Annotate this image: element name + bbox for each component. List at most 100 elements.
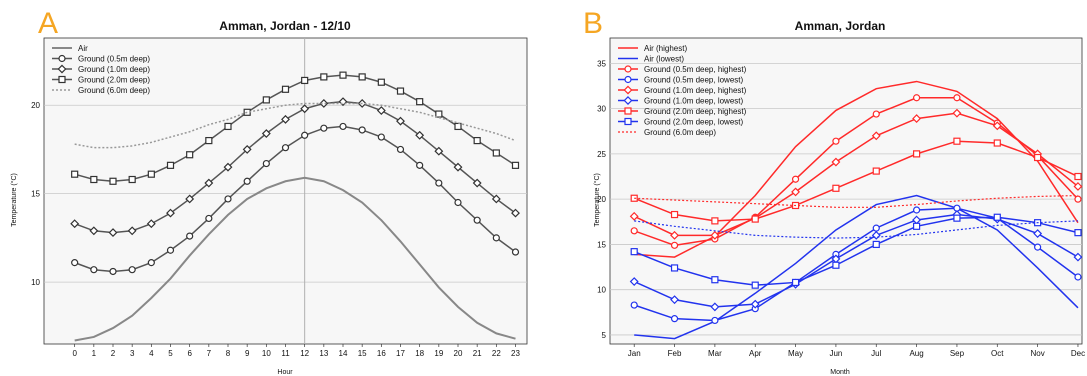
- legend-marker: [623, 85, 633, 95]
- data-point: [670, 315, 679, 323]
- y-tick-label: 30: [597, 105, 606, 114]
- x-tick-label: 12: [300, 349, 309, 358]
- data-point: [629, 211, 639, 221]
- legend-marker: [624, 65, 632, 73]
- data-point: [492, 149, 500, 157]
- data-point: [376, 106, 386, 115]
- series-line: [633, 213, 1079, 308]
- data-point: [511, 208, 520, 218]
- data-point: [339, 122, 347, 131]
- data-point: [416, 161, 424, 169]
- data-point: [670, 295, 679, 305]
- data-point: [281, 114, 290, 124]
- data-point: [205, 214, 213, 223]
- x-tick-label: Feb: [668, 349, 682, 358]
- y-tick-label: 10: [597, 286, 606, 295]
- x-tick-label: Apr: [749, 349, 762, 358]
- data-point: [992, 121, 1002, 131]
- y-tick-label: 10: [31, 278, 40, 287]
- data-point: [711, 316, 719, 325]
- data-point: [831, 157, 841, 167]
- data-point: [166, 208, 175, 218]
- legend-label: Ground (6.0m deep): [78, 86, 150, 95]
- data-point: [872, 240, 880, 249]
- data-point: [71, 170, 79, 178]
- data-point: [751, 215, 759, 223]
- legend-label: Ground (2.0m deep): [78, 76, 150, 85]
- data-point: [435, 110, 443, 118]
- legend-marker: [58, 54, 66, 63]
- series-line: [74, 176, 516, 342]
- data-point: [953, 214, 961, 222]
- data-point: [243, 177, 251, 185]
- data-point: [396, 145, 405, 154]
- panel-b-letter: B: [583, 7, 603, 40]
- x-tick-label: Dec: [1071, 349, 1085, 358]
- data-point: [186, 151, 194, 159]
- legend-marker: [57, 64, 67, 74]
- data-point: [128, 266, 136, 274]
- x-tick-label: Jun: [829, 349, 842, 358]
- series-line: [633, 140, 1079, 222]
- series-line: [633, 207, 1079, 322]
- series-line: [634, 194, 1079, 340]
- data-point: [670, 241, 679, 249]
- x-tick-label: 19: [434, 349, 443, 358]
- x-tick-label: 1: [92, 349, 97, 358]
- data-point: [953, 94, 961, 102]
- y-tick-label: 20: [597, 195, 606, 204]
- x-tick-label: 10: [262, 349, 271, 358]
- data-point: [358, 73, 366, 81]
- data-point: [109, 177, 117, 185]
- data-point: [262, 96, 270, 104]
- data-point: [300, 104, 310, 114]
- data-point: [751, 281, 759, 289]
- x-tick-label: 9: [245, 349, 250, 358]
- data-point: [166, 161, 175, 169]
- data-point: [166, 246, 175, 254]
- x-tick-label: 4: [149, 349, 154, 358]
- legend-label: Ground (2.0m deep, highest): [644, 107, 747, 116]
- series-line: [633, 112, 1079, 237]
- data-point: [416, 98, 424, 106]
- data-point: [396, 116, 405, 126]
- data-point: [224, 195, 232, 203]
- data-point: [492, 234, 500, 242]
- data-point: [670, 210, 679, 219]
- x-tick-label: 6: [187, 349, 192, 358]
- data-point: [871, 131, 881, 141]
- x-tick-label: 23: [511, 349, 520, 358]
- data-point: [108, 228, 118, 238]
- data-point: [320, 124, 328, 132]
- data-point: [993, 213, 1001, 221]
- data-point: [204, 178, 214, 188]
- data-point: [952, 108, 962, 118]
- data-point: [791, 187, 801, 197]
- chart-a-title: Amman, Jordan - 12/10: [219, 19, 351, 33]
- data-point: [128, 175, 136, 184]
- data-point: [147, 259, 155, 267]
- data-point: [491, 194, 501, 204]
- legend-label: Ground (1.0m deep): [78, 65, 150, 74]
- legend-label: Air (lowest): [644, 55, 684, 64]
- data-point: [90, 175, 98, 184]
- legend-label: Ground (0.5m deep, lowest): [644, 76, 743, 85]
- data-point: [281, 85, 290, 93]
- data-point: [670, 230, 679, 240]
- x-tick-label: 15: [358, 349, 367, 358]
- data-point: [127, 226, 137, 236]
- data-point: [912, 114, 922, 124]
- data-point: [670, 264, 679, 272]
- data-point: [453, 162, 463, 172]
- x-tick-label: Jul: [871, 349, 881, 358]
- data-point: [473, 216, 481, 224]
- legend-label: Ground (1.0m deep, lowest): [644, 97, 743, 106]
- data-point: [511, 161, 520, 169]
- x-tick-label: 20: [454, 349, 463, 358]
- data-point: [630, 301, 638, 309]
- data-point: [832, 184, 840, 192]
- data-point: [89, 226, 99, 236]
- legend-marker: [623, 96, 633, 105]
